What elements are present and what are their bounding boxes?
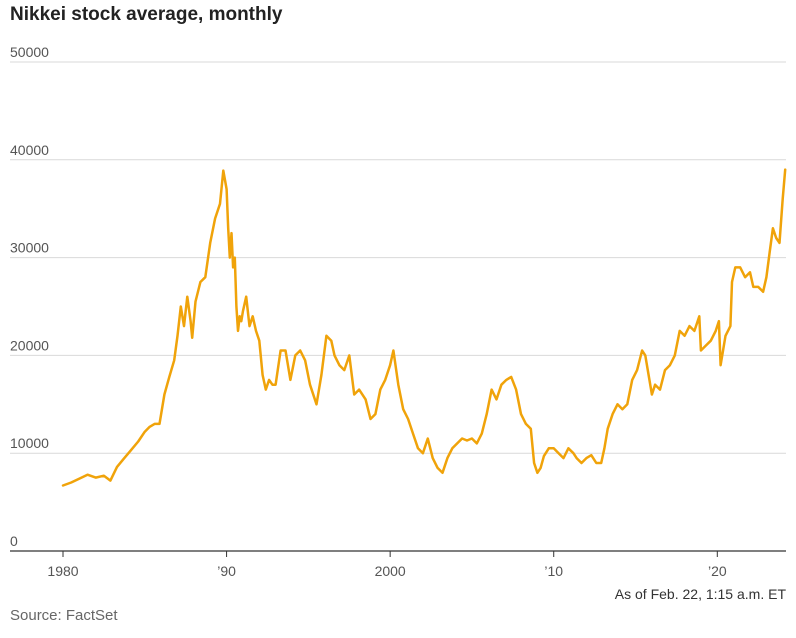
y-tick-label-30000: 30000 xyxy=(10,240,49,256)
y-tick-label-50000: 50000 xyxy=(10,44,49,60)
chart-title: Nikkei stock average, monthly xyxy=(10,4,283,25)
series-lines xyxy=(61,168,787,487)
x-axis: 1980 ’90 2000 ’10 ’20 xyxy=(10,550,786,579)
y-tick-label-40000: 40000 xyxy=(10,142,49,158)
y-tick-label-10000: 10000 xyxy=(10,435,49,451)
timestamp-note: As of Feb. 22, 1:15 a.m. ET xyxy=(614,586,786,602)
source-credit: Source: FactSet xyxy=(10,607,118,624)
x-tick-label-2000: 2000 xyxy=(375,563,406,579)
y-tick-label-0: 0 xyxy=(10,533,18,549)
x-tick-label-1980: 1980 xyxy=(47,563,78,579)
x-tick-label-2010: ’10 xyxy=(544,563,563,579)
x-tick-label-1990: ’90 xyxy=(217,563,236,579)
gridlines xyxy=(10,61,786,454)
series-line-1 xyxy=(61,168,787,487)
x-tick-label-2020: ’20 xyxy=(708,563,727,579)
y-axis-labels: 0 10000 20000 30000 40000 50000 xyxy=(10,44,49,549)
y-tick-label-20000: 20000 xyxy=(10,337,49,353)
